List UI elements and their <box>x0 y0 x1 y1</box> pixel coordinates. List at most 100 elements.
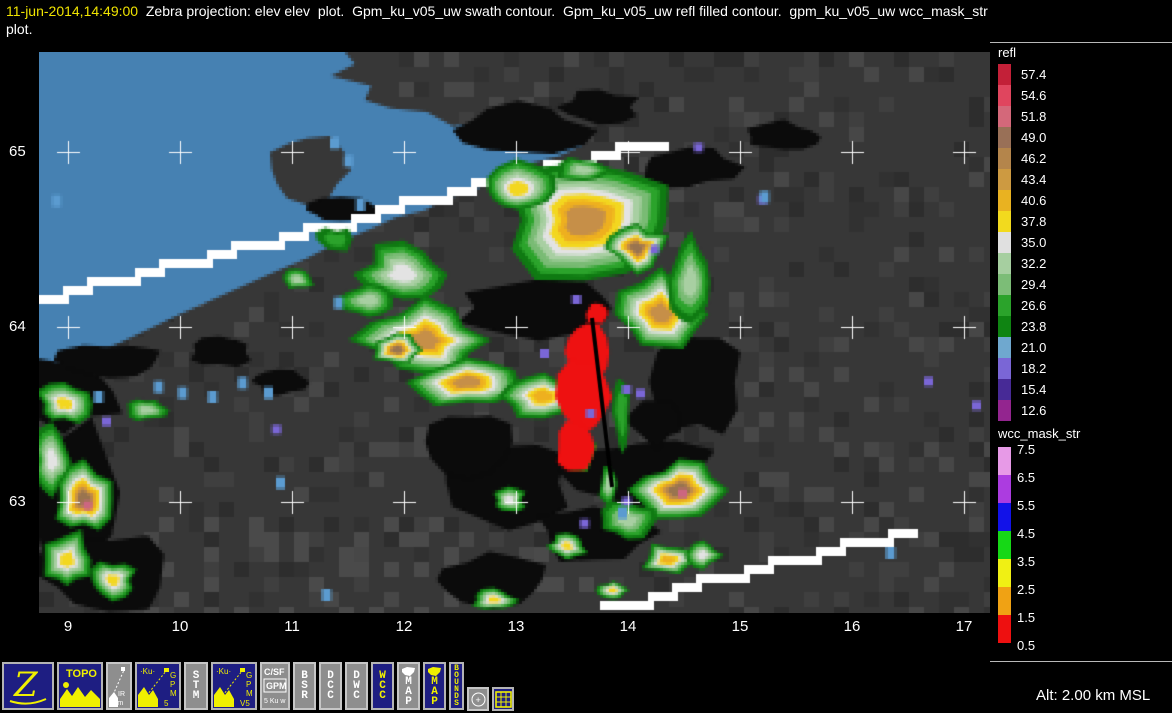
svg-text:V5: V5 <box>240 699 250 707</box>
topo-icon: TOPO <box>60 665 100 707</box>
wcc-value: 0.5 <box>1017 638 1036 653</box>
svg-text:M: M <box>170 689 177 698</box>
x-axis-label: 14 <box>619 618 637 635</box>
refl-swatch <box>998 190 1011 211</box>
refl-value: 37.8 <box>1021 214 1047 229</box>
refl-value: 49.0 <box>1021 130 1047 145</box>
wcc-swatch <box>998 615 1011 643</box>
altitude-readout: Alt: 2.00 km MSL <box>1036 687 1151 704</box>
svg-text:M: M <box>246 689 253 698</box>
toolbar-button-recenter[interactable]: + <box>467 687 489 711</box>
refl-value: 23.8 <box>1021 319 1047 334</box>
toolbar-button-topo[interactable]: TOPO <box>57 662 103 710</box>
svg-text:·Ku·: ·Ku· <box>216 667 231 676</box>
refl-value: 15.4 <box>1021 382 1047 397</box>
refl-swatch <box>998 85 1011 106</box>
wcc-swatch <box>998 559 1011 587</box>
toolbar-button-ir-4km[interactable]: IR 4km <box>106 662 132 710</box>
header-timestamp: 11-jun-2014,14:49:00 <box>6 3 139 19</box>
refl-value: 57.4 <box>1021 67 1047 82</box>
x-axis-label: 9 <box>63 618 73 635</box>
svg-text:5: 5 <box>164 699 169 707</box>
refl-swatch <box>998 211 1011 232</box>
wcc-colorbar-title: wcc_mask_str <box>998 426 1081 441</box>
wcc-swatch <box>998 447 1011 475</box>
wcc-value: 4.5 <box>1017 526 1036 541</box>
map-canvas[interactable] <box>39 52 990 613</box>
x-axis-label: 17 <box>955 618 973 635</box>
wcc-swatch <box>998 475 1011 503</box>
y-axis-label: 65 <box>9 143 26 160</box>
wcc-value: 3.5 <box>1017 554 1036 569</box>
us-map-icon <box>401 666 416 677</box>
svg-text:IR: IR <box>118 691 125 698</box>
refl-value: 46.2 <box>1021 151 1047 166</box>
refl-swatch <box>998 127 1011 148</box>
x-axis-label: 11 <box>284 618 300 635</box>
refl-swatch <box>998 232 1011 253</box>
toolbar-button-ku-gpm-v5[interactable]: ·Ku· G P M V5 <box>211 662 257 710</box>
svg-text:G: G <box>170 671 176 680</box>
x-axis-label: 16 <box>843 618 861 635</box>
refl-value: 40.6 <box>1021 193 1047 208</box>
refl-value: 43.4 <box>1021 172 1047 187</box>
wcc-value: 6.5 <box>1017 470 1036 485</box>
refl-value: 12.6 <box>1021 403 1047 418</box>
ir-satellite-icon: IR 4km <box>109 665 129 707</box>
wcc-value: 7.5 <box>1017 442 1036 457</box>
svg-text:·Ku·: ·Ku· <box>140 667 155 676</box>
ku-gpm-icon: ·Ku· G P M 5 <box>138 665 178 707</box>
wcc-value: 2.5 <box>1017 582 1036 597</box>
wcc-swatch <box>998 503 1011 531</box>
refl-swatch <box>998 169 1011 190</box>
refl-value: 29.4 <box>1021 277 1047 292</box>
wcc-value: 1.5 <box>1017 610 1036 625</box>
toolbar-button-ku-gpm-5[interactable]: ·Ku· G P M 5 <box>135 662 181 710</box>
y-axis-label: 63 <box>9 493 26 510</box>
refl-swatch <box>998 337 1011 358</box>
svg-text:Z: Z <box>13 665 39 705</box>
toolbar-button-grid-tool[interactable] <box>492 687 514 711</box>
refl-value: 51.8 <box>1021 109 1047 124</box>
svg-text:+: + <box>475 695 480 705</box>
refl-swatch <box>998 358 1011 379</box>
svg-text:G: G <box>246 671 252 680</box>
x-axis-label: 13 <box>507 618 525 635</box>
legend-bottom-divider <box>990 661 1172 662</box>
y-axis-label: 64 <box>9 318 26 335</box>
refl-value: 21.0 <box>1021 340 1047 355</box>
header-description <box>138 3 146 19</box>
header-line: 11-jun-2014,14:49:00 Zebra projection: e… <box>6 3 988 19</box>
svg-text:4km: 4km <box>110 700 123 707</box>
svg-text:C/SF: C/SF <box>264 667 285 677</box>
refl-swatch <box>998 253 1011 274</box>
toolbar-button-csf-gpm-5kuw[interactable]: C/SF GPM 5 Ku w <box>260 662 290 710</box>
refl-value: 54.6 <box>1021 88 1047 103</box>
svg-text:TOPO: TOPO <box>66 668 97 680</box>
toolbar-button-zebra-logo[interactable]: Z <box>2 662 54 710</box>
refl-value: 32.2 <box>1021 256 1047 271</box>
refl-swatch <box>998 64 1011 85</box>
x-axis-label: 15 <box>731 618 749 635</box>
grid-icon <box>494 690 512 708</box>
refl-swatch <box>998 148 1011 169</box>
refl-swatch <box>998 274 1011 295</box>
refl-swatch <box>998 106 1011 127</box>
